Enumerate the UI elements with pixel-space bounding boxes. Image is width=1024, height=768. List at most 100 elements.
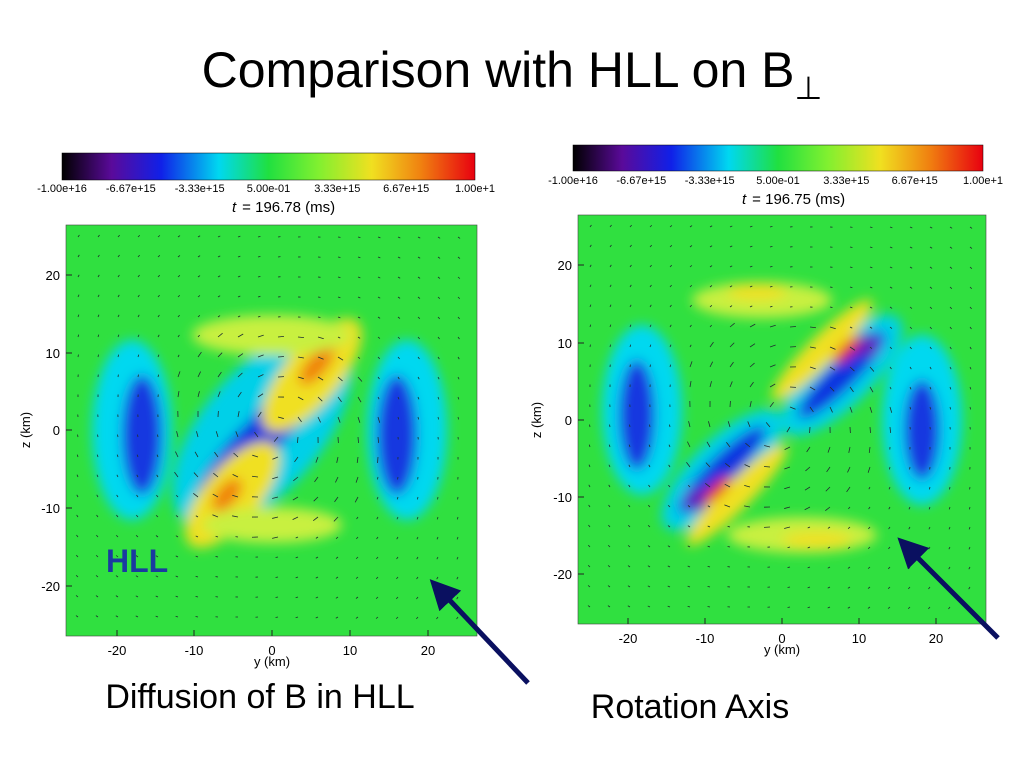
field-vector	[764, 445, 771, 448]
field-vector	[968, 506, 971, 510]
field-vector	[395, 596, 399, 600]
field-vector	[456, 576, 459, 580]
field-vector	[175, 555, 179, 558]
field-vector	[949, 386, 952, 390]
field-vector	[335, 556, 339, 559]
field-vector	[607, 605, 611, 608]
field-structure	[855, 333, 879, 357]
field-vector	[137, 254, 140, 258]
field-structure	[192, 315, 352, 355]
field-vector	[275, 616, 279, 618]
field-vector	[376, 556, 379, 560]
field-vector	[689, 245, 693, 248]
field-vector	[254, 431, 259, 438]
field-vector	[609, 344, 611, 348]
field-vector	[765, 422, 771, 428]
field-vector	[337, 316, 341, 319]
field-vector	[297, 436, 299, 444]
field-vector	[709, 265, 713, 268]
field-vector	[769, 265, 773, 268]
colorbar	[572, 144, 984, 172]
field-vector	[729, 342, 735, 348]
field-vector	[257, 315, 261, 318]
field-vector	[97, 314, 100, 318]
field-vector	[417, 276, 421, 279]
inset-label: HLL	[106, 543, 168, 579]
field-vector	[155, 555, 159, 558]
field-vector	[649, 344, 652, 348]
field-vector	[807, 586, 811, 589]
field-vector	[648, 484, 651, 488]
field-vector	[827, 586, 831, 589]
field-vector	[355, 556, 359, 560]
field-vector	[333, 516, 339, 522]
field-vector	[237, 411, 240, 418]
field-structure	[619, 360, 655, 470]
field-vector	[97, 434, 99, 438]
field-vector	[272, 516, 279, 519]
field-vector	[116, 494, 119, 498]
field-vector	[908, 586, 911, 590]
field-vector	[416, 596, 419, 600]
field-vector	[968, 586, 971, 590]
field-vector	[867, 606, 871, 609]
field-vector	[627, 545, 631, 548]
field-vector	[809, 366, 816, 370]
field-vector	[257, 334, 264, 338]
field-vector	[909, 386, 912, 390]
field-vector	[868, 486, 871, 490]
field-vector	[77, 254, 80, 258]
field-vector	[197, 275, 201, 278]
field-vector	[197, 351, 202, 358]
field-vector	[157, 274, 161, 278]
field-vector	[968, 526, 971, 530]
field-vector	[357, 336, 361, 339]
field-vector	[156, 474, 159, 478]
field-vector	[929, 226, 933, 229]
field-vector	[115, 595, 119, 598]
field-vector	[867, 466, 871, 473]
field-vector	[789, 406, 796, 410]
x-axis-label: y (km)	[764, 642, 800, 657]
field-vector	[889, 346, 893, 350]
field-vector	[909, 286, 913, 289]
field-vector	[76, 554, 79, 558]
field-vector	[397, 316, 401, 319]
field-vector	[609, 424, 611, 428]
field-vector	[686, 461, 691, 468]
field-vector	[649, 304, 652, 308]
field-vector	[949, 226, 953, 229]
field-vector	[929, 366, 932, 370]
y-tick-label: -20	[553, 567, 572, 582]
field-vector	[277, 356, 285, 358]
field-vector	[784, 466, 791, 470]
field-vector	[749, 285, 753, 288]
field-vector	[609, 284, 612, 288]
field-vector	[335, 596, 339, 599]
field-vector	[175, 535, 179, 538]
field-vector	[457, 296, 461, 300]
field-vector	[909, 246, 913, 249]
y-tick-label: 0	[53, 423, 60, 438]
field-vector	[928, 506, 931, 510]
field-vector	[667, 525, 671, 528]
field-vector	[649, 284, 652, 288]
caption: Rotation Axis	[591, 688, 789, 726]
field-vector	[437, 276, 441, 279]
field-vector	[157, 314, 160, 318]
field-vector	[457, 276, 461, 279]
field-vector	[217, 295, 221, 298]
field-vector	[214, 451, 219, 458]
field-vector	[337, 336, 341, 339]
field-vector	[292, 516, 299, 521]
field-structure	[377, 375, 417, 495]
field-vector	[96, 534, 99, 538]
field-vector	[687, 585, 691, 588]
field-vector	[647, 565, 651, 568]
field-vector	[456, 556, 459, 560]
field-vector	[75, 595, 79, 598]
field-vector	[232, 474, 239, 478]
field-vector	[647, 585, 651, 588]
field-vector	[709, 324, 712, 328]
field-vector	[76, 514, 79, 518]
